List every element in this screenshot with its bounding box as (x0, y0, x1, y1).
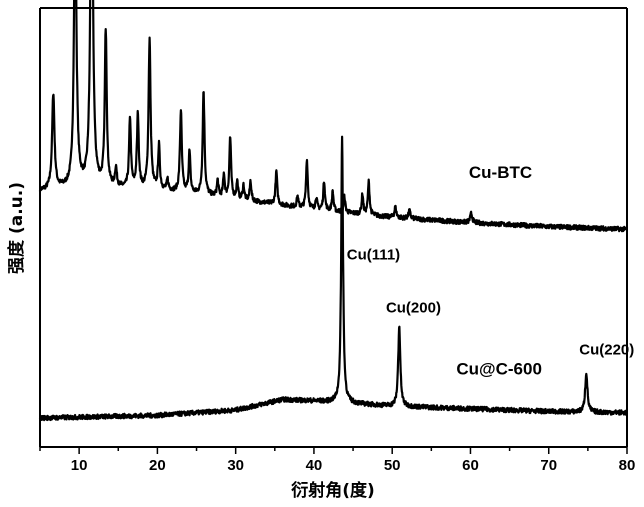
annotation-layer: Cu-BTC Cu(111) Cu(200) Cu@C-600 Cu(220) (347, 163, 634, 379)
x-tick-label-70: 70 (540, 457, 557, 474)
x-tick-label-50: 50 (384, 457, 401, 474)
x-tick-label-60: 60 (462, 457, 479, 474)
annotation-cu-220: Cu(220) (579, 342, 634, 359)
x-tick-label-40: 40 (306, 457, 323, 474)
x-tick-label-10: 10 (71, 457, 88, 474)
series-line-cu-btc (40, 0, 627, 231)
x-tick-label-30: 30 (227, 457, 244, 474)
annotation-cu-111: Cu(111) (347, 247, 400, 264)
annotation-cu-btc: Cu-BTC (469, 163, 532, 182)
series-layer (40, 0, 627, 420)
x-axis-title: 衍射角(度) (291, 480, 375, 501)
annotation-cu-200: Cu(200) (386, 299, 441, 316)
x-ticks: 10 20 30 40 50 60 70 80 (40, 447, 635, 474)
y-axis-title: 强度 (a.u.) (6, 182, 27, 274)
x-tick-label-20: 20 (149, 457, 166, 474)
annotation-cu-c-600: Cu@C-600 (456, 359, 542, 378)
x-tick-label-80: 80 (619, 457, 636, 474)
